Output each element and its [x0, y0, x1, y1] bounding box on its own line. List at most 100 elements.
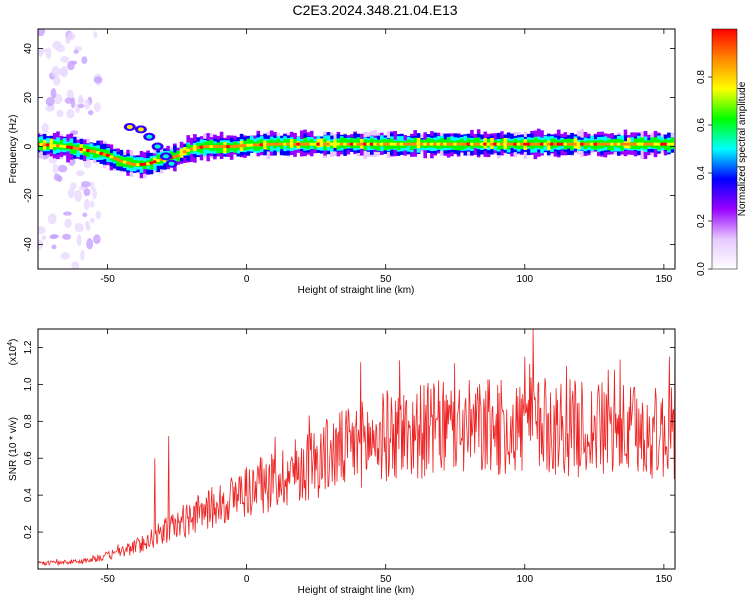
heatmap-core-cell [286, 142, 291, 146]
heatmap-core-cell [212, 144, 218, 149]
heatmap-noise-cell [41, 235, 47, 241]
heatmap-core-cell [646, 142, 652, 146]
heatmap-core-cell [222, 144, 228, 149]
heatmap-noise-cell [52, 163, 58, 174]
heatmap-plot-area [38, 29, 675, 269]
heatmap-core-cell [643, 142, 648, 146]
heatmap-core-cell [523, 142, 528, 146]
heatmap-core-cell [99, 151, 104, 156]
heatmap-core-cell [85, 148, 91, 153]
heatmap-core-cell [332, 142, 338, 146]
heatmap-core-cell [503, 142, 508, 146]
heatmap-core-cell [483, 142, 488, 146]
heatmap-noise-cell [41, 122, 49, 134]
heatmap-core-cell [392, 142, 398, 146]
heatmap-core-cell [649, 142, 655, 146]
heatmap-core-cell [302, 142, 308, 146]
heatmap-core-cell [396, 142, 401, 146]
heatmap-noise-cell [90, 181, 95, 191]
colorbar-ticks: 0.0 0.2 0.4 0.6 0.8 [696, 70, 712, 276]
heatmap-core-cell [196, 146, 201, 150]
heatmap-core-cell [423, 142, 428, 146]
heatmap-noise-cell [92, 188, 97, 200]
heatmap-core-cell [466, 142, 471, 146]
heatmap-core-cell [219, 144, 224, 149]
heatmap-core-cell [276, 142, 281, 146]
heatmap-noise-cell [89, 217, 95, 224]
heatmap-noise-cell [38, 226, 46, 235]
heatmap-noise-cell [38, 29, 46, 37]
heatmap-core-cell [553, 142, 558, 146]
heatmap-branch-core [154, 144, 161, 149]
heatmap-core-cell [613, 142, 618, 146]
heatmap-core-cell [272, 142, 278, 146]
heatmap-core-cell [626, 142, 632, 146]
colorbar-tick-label: 0.2 [696, 214, 707, 228]
heatmap-core-cell [406, 142, 411, 146]
heatmap-core-cell [342, 142, 348, 146]
heatmap-core-cell [82, 148, 87, 152]
heatmap-core-cell [496, 142, 501, 146]
heatmap-core-cell [299, 142, 304, 146]
heatmap-noise-cell [77, 103, 85, 109]
heatmap-core-cell [513, 142, 518, 146]
heatmap-core-cell [229, 144, 234, 149]
heatmap-core-cell [459, 142, 465, 146]
heatmap-core-cell [579, 142, 585, 146]
heatmap-core-cell [346, 142, 351, 146]
heatmap-core-cell [653, 142, 658, 146]
heatmap-core-cell [486, 142, 491, 146]
heatmap-core-cell [199, 145, 204, 149]
heatmap-core-cell [239, 144, 244, 148]
heatmap-branch-core [162, 154, 169, 159]
heatmap-core-cell [386, 142, 391, 146]
colorbar-gradient [711, 28, 738, 270]
heatmap-core-cell [402, 142, 408, 146]
heatmap-core-cell [566, 142, 571, 146]
heatmap-core-cell [563, 142, 568, 146]
heatmap-noise-cell [50, 88, 57, 99]
heatmap-core-cell [256, 143, 261, 147]
heatmap-noise-cell [86, 238, 94, 250]
heatmap-core-cell [603, 142, 608, 146]
y-tick-label: 1.0 [23, 377, 34, 391]
x-tick-label: -50 [100, 574, 115, 585]
y-tick-label: 0.4 [23, 488, 34, 502]
heatmap-core-cell [95, 151, 101, 155]
heatmap-core-cell [619, 142, 625, 146]
heatmap-noise-cell [64, 97, 73, 104]
heatmap-noise-cell [71, 261, 80, 269]
colorbar-tick-label: 0.4 [696, 166, 707, 180]
y-tick-label: 0.6 [23, 451, 34, 465]
heatmap-frame [37, 28, 676, 270]
heatmap-core-cell [139, 162, 144, 166]
snr-y-ticks: 0.2 0.4 0.6 0.8 1.0 1.2 [23, 340, 675, 539]
heatmap-x-ticks: -50 0 50 100 150 [100, 29, 673, 285]
heatmap-core-cell [529, 142, 535, 146]
heatmap-core-cell [456, 142, 461, 146]
heatmap-core-cell [59, 144, 64, 148]
y-tick-label: 20 [23, 92, 34, 104]
colorbar-label: Normalized spectral amplitude [737, 81, 748, 216]
heatmap-core-cell [369, 142, 374, 146]
heatmap-core-cell [155, 158, 161, 163]
snr-y-multiplier: (x104) [7, 339, 19, 366]
heatmap-core-cell [72, 146, 77, 150]
heatmap-core-cell [656, 142, 662, 146]
heatmap-core-cell [533, 142, 538, 146]
chart-title: C2E3.2024.348.21.04.E13 [292, 2, 458, 18]
heatmap-noise-cell [74, 222, 84, 233]
heatmap-core-cell [409, 142, 415, 146]
heatmap-core-cell [316, 142, 321, 146]
heatmap-core-cell [92, 150, 97, 154]
heatmap-core-cell [489, 142, 495, 146]
heatmap-x-axis-label: Height of straight line (km) [298, 285, 415, 296]
heatmap-core-cell [476, 142, 481, 146]
heatmap-core-cell [129, 162, 134, 166]
heatmap-core-cell [119, 159, 124, 163]
x-tick-label: 150 [656, 274, 673, 285]
heatmap-noise-cell [53, 76, 61, 86]
heatmap-noise-cell [45, 97, 55, 107]
y-tick-label: -20 [23, 188, 34, 203]
heatmap-noise-cell [53, 173, 61, 181]
